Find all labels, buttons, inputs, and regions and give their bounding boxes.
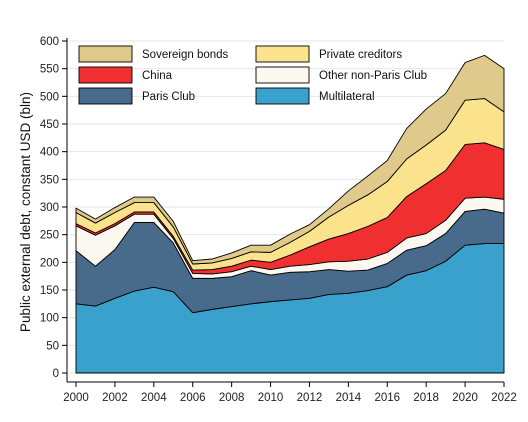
y-tick-label-450: 450 [40,119,59,131]
legend-label-paris-club: Paris Club [142,91,195,103]
x-tick-label-2014: 2014 [336,392,362,404]
legend-label-other-non-paris-club: Other non-Paris Club [319,70,427,82]
legend-label-private-creditors: Private creditors [319,49,402,61]
x-tick-label-2010: 2010 [258,392,284,404]
legend-label-multilateral: Multilateral [319,91,375,103]
legend-swatch-multilateral [255,87,310,105]
x-tick-label-2006: 2006 [180,392,206,404]
x-tick-label-2002: 2002 [102,392,128,404]
legend-swatch-private-creditors [255,45,310,63]
legend-swatch-china [78,66,133,84]
x-tick-label-2004: 2004 [141,392,167,404]
y-axis-ticks: 0 50 100 150 200 250 300 350 400 450 500 550 600 [40,36,67,380]
legend-swatch-paris-club [78,87,133,105]
x-tick-label-2016: 2016 [374,392,400,404]
legend-swatch-sovereign-bonds [78,45,133,63]
y-tick-label-100: 100 [40,313,59,325]
y-tick-label-250: 250 [40,230,59,242]
y-tick-label-350: 350 [40,174,59,186]
y-tick-label-50: 50 [46,340,59,352]
legend-label-china: China [142,70,173,82]
x-tick-label-2022: 2022 [491,392,517,404]
x-tick-label-2000: 2000 [63,392,89,404]
area-series [75,54,505,374]
axes [66,38,504,383]
x-axis-ticks: 2000 2002 2004 2006 2008 2010 2012 2014 2016 2018… [63,382,517,404]
y-tick-label-600: 600 [40,36,59,48]
y-tick-label-150: 150 [40,285,59,297]
y-tick-label-300: 300 [40,202,59,214]
legend: Sovereign bonds Private creditors China Oth… [78,45,427,105]
legend-swatch-other-non-paris-club [255,66,310,84]
y-axis-title: Public external debt, constant USD (bln) [18,92,33,332]
y-tick-label-550: 550 [40,64,59,76]
y-tick-label-200: 200 [40,257,59,269]
y-tick-label-400: 400 [40,147,59,159]
x-tick-label-2012: 2012 [297,392,323,404]
y-tick-label-0: 0 [53,368,59,380]
legend-label-sovereign-bonds: Sovereign bonds [142,49,229,61]
x-tick-label-2020: 2020 [452,392,478,404]
y-tick-label-500: 500 [40,91,59,103]
area-sovereign-bonds [75,54,505,265]
x-tick-label-2018: 2018 [413,392,439,404]
x-tick-label-2008: 2008 [219,392,245,404]
